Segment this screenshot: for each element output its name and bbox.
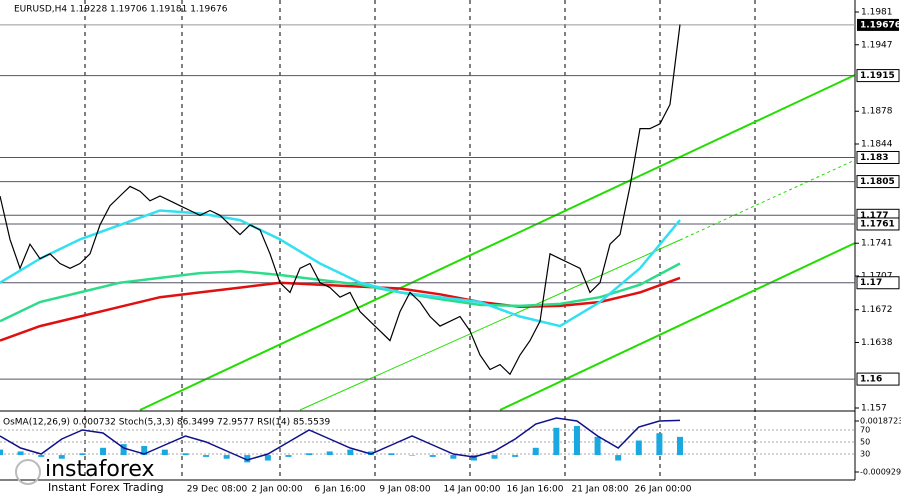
logo-name: instaforex: [45, 457, 155, 482]
series-line: [0, 209, 681, 328]
osma-bar: [306, 453, 313, 456]
osma-bar: [635, 440, 642, 456]
osma-bar: [17, 451, 24, 456]
osma-bar: [120, 444, 127, 456]
osma-bar: [409, 455, 416, 456]
level-label: 1.1915: [860, 71, 895, 81]
osma-bar: [0, 449, 3, 456]
y-tick-label: 1.1638: [861, 338, 893, 348]
x-tick-label: 14 Jan 00:00: [444, 485, 501, 495]
osc-tick-label: 0.0018723: [860, 417, 901, 426]
channel: [139, 74, 856, 411]
level-box: [856, 276, 900, 290]
series-line: [0, 262, 681, 323]
level-box: [856, 217, 900, 231]
channel-line: [139, 74, 856, 411]
x-tick-label: 29 Dec 08:00: [187, 485, 248, 495]
x-tick-label: 21 Jan 08:00: [572, 485, 629, 495]
y-tick-label: 1.1981: [861, 8, 893, 18]
level-box: [856, 150, 900, 164]
logo-icon: [15, 459, 41, 485]
osma-bar: [38, 455, 45, 457]
channel-mid-ext: [679, 159, 856, 241]
y-tick-label: 1.1844: [861, 140, 893, 150]
osma-bar: [450, 455, 457, 459]
level-label: 1.17: [860, 278, 882, 288]
level-label: 1.1805: [860, 177, 895, 187]
level-label: 1.177: [860, 211, 888, 221]
logo: instaforex Instant Forex Trading: [15, 457, 164, 494]
osma-bar: [182, 453, 189, 456]
x-tick-label: 6 Jan 16:00: [314, 485, 366, 495]
level-box: [856, 69, 900, 83]
level-box: [856, 372, 900, 386]
osma-bar: [656, 433, 663, 456]
chart-title: EURUSD,H4 1.19228 1.19706 1.19181 1.1967…: [14, 5, 228, 15]
osc-level-label: 30: [860, 450, 870, 459]
x-tick-label: 26 Jan 00:00: [635, 485, 692, 495]
osc-level-label: 70: [860, 426, 870, 435]
level-label: 1.1761: [860, 219, 895, 229]
osma-bar: [347, 449, 354, 456]
osc-level-label: 50: [860, 438, 870, 447]
y-tick-label: 1.1672: [861, 305, 893, 315]
osma-bar: [388, 453, 395, 456]
series-line: [0, 24, 681, 376]
osma-bar: [203, 455, 210, 457]
osma-bar: [141, 445, 148, 456]
osma-bar: [573, 425, 580, 456]
osma-bar: [470, 455, 477, 461]
osma-bar: [553, 427, 560, 456]
y-tick-label: 1.157: [861, 404, 887, 414]
osma-bar: [429, 455, 436, 457]
osma-bar: [615, 455, 622, 461]
level-label: 1.183: [860, 153, 888, 163]
x-tick-label: 2 Jan 00:00: [251, 485, 303, 495]
osma-bar: [244, 455, 251, 463]
osma-bar: [512, 455, 519, 457]
y-tick-label: 1.1741: [861, 239, 893, 249]
osc-tick-label: -0.000929: [860, 468, 901, 477]
osma-bar: [594, 436, 601, 456]
osma-bar: [100, 447, 107, 456]
current-box: [857, 18, 899, 31]
channel-line: [499, 242, 856, 411]
osma-bar: [161, 449, 168, 456]
osma-bar: [326, 451, 333, 456]
current-label: 1.19676: [860, 20, 901, 30]
osc-title: OsMA(12,26,9) 0.000732 Stoch(5,3,3) 86.3…: [3, 418, 331, 428]
osma-bar: [264, 455, 271, 461]
osma-bar: [532, 447, 539, 456]
osma-bar: [58, 455, 65, 459]
x-tick-label: 16 Jan 16:00: [507, 485, 564, 495]
osma-bar: [79, 453, 86, 456]
y-tick-label: 1.1878: [861, 107, 893, 117]
osma-bar: [223, 455, 230, 459]
x-tick-label: 9 Jan 08:00: [379, 485, 431, 495]
level-label: 1.16: [860, 375, 882, 385]
osma-bar: [491, 455, 498, 459]
level-box: [856, 175, 900, 189]
series-line: [0, 276, 681, 342]
stoch-line: [0, 417, 681, 461]
logo-tagline: Instant Forex Trading: [48, 481, 164, 494]
osma-bar: [677, 436, 683, 456]
osma-bar: [285, 455, 292, 457]
channel-mid: [299, 239, 681, 411]
y-tick-label: 1.1947: [861, 40, 893, 50]
